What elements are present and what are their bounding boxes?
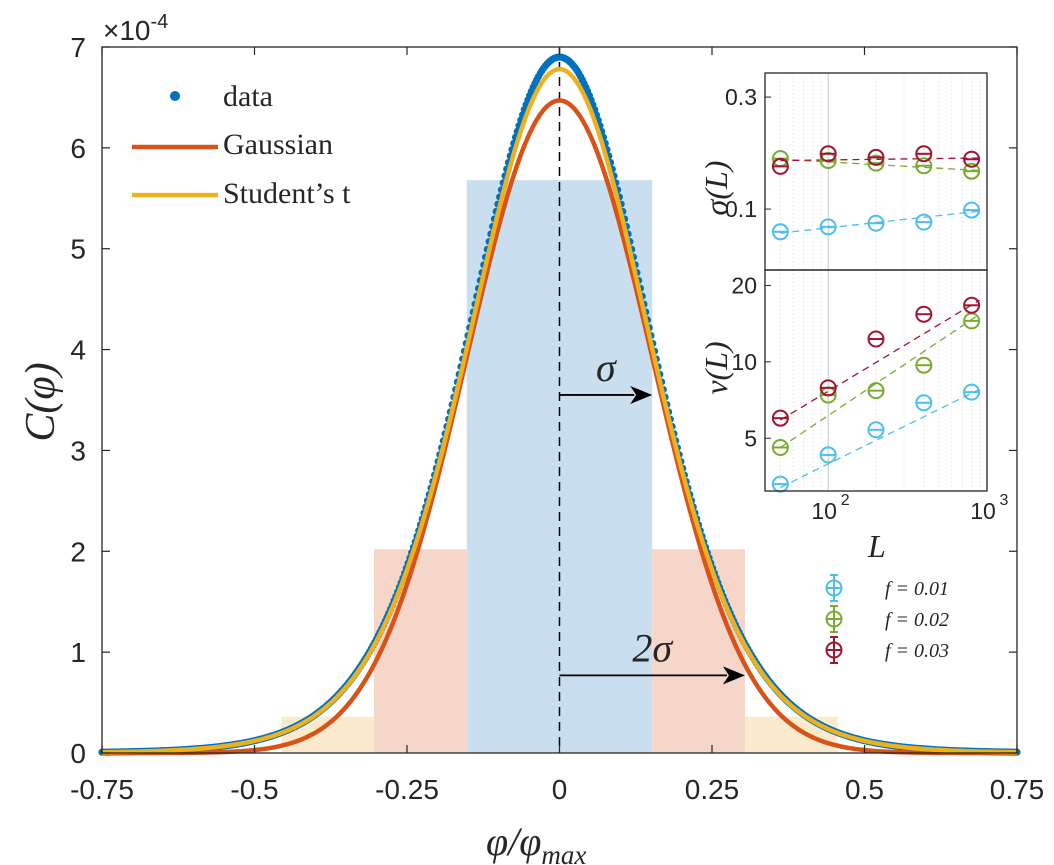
x-tick-label: -0.5: [230, 774, 278, 805]
annotation-arrow-head-1: [722, 666, 745, 685]
main-y-ticks: 0 1 2 3 4 5 6 7: [70, 32, 1017, 769]
band-2: [652, 549, 745, 753]
y-axis-label: C(φ): [18, 362, 64, 441]
student-t-curve: [101, 66, 1018, 755]
x-tick-label: 0.25: [685, 774, 740, 805]
y-tick-label: 7: [70, 32, 86, 63]
inset-xtick-label: 10: [811, 498, 837, 524]
x-tick-label: 0.5: [845, 774, 884, 805]
y-tick-label: 4: [70, 335, 86, 366]
inset-legend-label: f = 0.03: [885, 640, 949, 662]
inset-bottom-ytick-label: 10: [731, 349, 757, 375]
legend-data-marker: [170, 91, 180, 101]
inset-top-markers: [771, 145, 981, 241]
inset-top-ylabel: σ(L): [698, 161, 734, 216]
inset-xtick-label: 10: [970, 498, 996, 524]
inset-bottom-fit-lines: [780, 299, 980, 489]
main-plot-area: σ2σ -0.75 -0.5 -0.25 0 0.25 0.5 0.75 01234567 …: [18, 11, 1044, 865]
inset-top-fit-line: [780, 210, 980, 234]
annotation-label-0: σ: [596, 345, 617, 390]
inset-grid: [779, 73, 981, 491]
legend-gaussian-label: Gaussian: [223, 128, 333, 161]
inset-top-ytick-label: 0.1: [725, 196, 757, 222]
inset-legend: f = 0.01 f = 0.02 f = 0.03: [825, 574, 949, 664]
x-tick-label: 0: [552, 774, 568, 805]
inset-bottom-ytick-label: 5: [744, 425, 757, 451]
x-axis-label: φ/φmax: [486, 819, 586, 865]
inset-xtick-power: 2: [841, 492, 850, 509]
inset-bottom-fit-line: [780, 313, 980, 449]
annotation-label-1: 2σ: [632, 625, 673, 670]
inset-top-fit-line: [780, 157, 980, 162]
main-x-ticks: -0.75 -0.5 -0.25 0 0.25 0.5 0.75: [70, 47, 1044, 805]
legend-data-label: data: [223, 80, 273, 113]
main-legend: data Gaussian Student’s t: [132, 80, 351, 210]
inset-x-label: L: [867, 528, 886, 564]
inset-top-ytick-label: 0.3: [725, 84, 757, 110]
inset-xtick-power: 3: [1000, 492, 1009, 509]
y-tick-label: 3: [70, 435, 86, 466]
y-tick-label: 1: [70, 637, 86, 668]
inset-bottom-fit-line: [780, 299, 980, 421]
legend-student-label: Student’s t: [223, 177, 351, 210]
y-tick-label: 2: [70, 536, 86, 567]
y-tick-label: 5: [70, 234, 86, 265]
y-tick-label: 6: [70, 133, 86, 164]
y-tick-label: 0: [70, 738, 86, 769]
inset-legend-label: f = 0.02: [885, 609, 949, 631]
sigma-annotations: σ 2σ: [559, 345, 745, 685]
inset-legend-label: f = 0.01: [885, 578, 949, 600]
annotation-arrow-head-0: [630, 385, 653, 404]
band-1: [374, 549, 467, 753]
inset-bottom-markers: [771, 296, 981, 493]
inset-bottom-frame: [764, 269, 988, 492]
inset-bottom-ytick-label: 20: [731, 272, 757, 298]
x-tick-label: -0.25: [375, 774, 439, 805]
y-exponent: ×10-4: [103, 11, 168, 46]
inset-bottom-ylabel: ν(L): [698, 341, 734, 394]
x-tick-label: 0.75: [990, 774, 1045, 805]
inset-bottom-fit-line: [780, 388, 980, 489]
x-tick-label: -0.75: [70, 774, 134, 805]
